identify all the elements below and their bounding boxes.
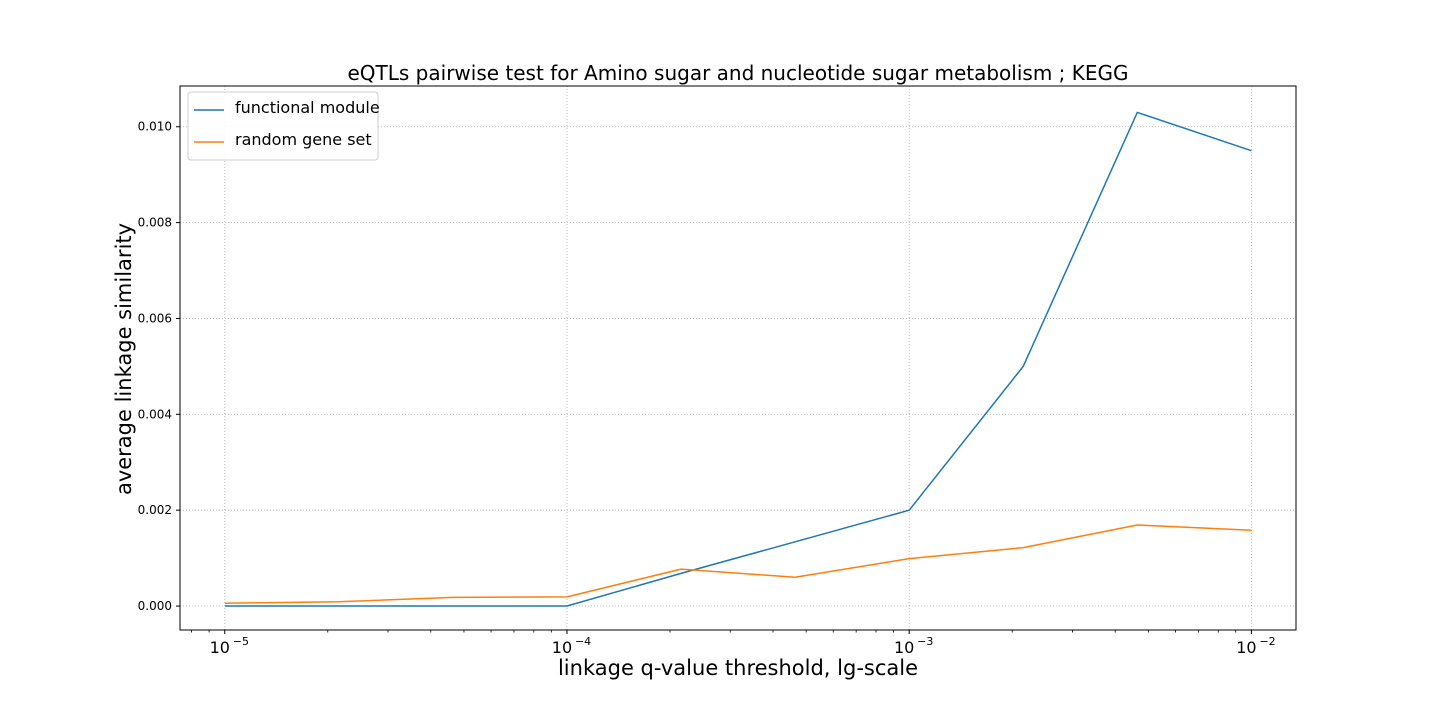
legend-label-2: random gene set <box>235 130 372 149</box>
chart-title: eQTLs pairwise test for Amino sugar and … <box>348 61 1129 85</box>
y-tick-label: 0.006 <box>138 311 172 325</box>
series-line-1 <box>224 111 1252 607</box>
legend-box <box>187 91 379 161</box>
legend: functional module random gene set <box>187 91 380 161</box>
x-axis-ticks: 10 −5 10 −4 10 −3 10 −2 <box>210 630 1276 657</box>
series-line-2 <box>224 524 1252 604</box>
legend-label-1: functional module <box>235 98 380 117</box>
x-tick-exponent: −5 <box>233 635 249 648</box>
y-tick-label: 0.002 <box>138 503 172 517</box>
x-tick-label: 10 <box>1236 638 1256 657</box>
x-tick-label: 10 <box>210 638 230 657</box>
x-axis-label: linkage q-value threshold, lg-scale <box>558 656 918 680</box>
y-axis-label: average linkage similarity <box>112 223 136 495</box>
x-tick-label: 10 <box>894 638 914 657</box>
y-tick-label: 0.008 <box>138 216 172 230</box>
y-axis-ticks: 0.000 0.002 0.004 0.006 0.008 0.010 <box>138 120 180 613</box>
x-tick-exponent: −2 <box>1259 635 1275 648</box>
series-layer <box>224 111 1252 607</box>
x-tick-exponent: −3 <box>917 635 933 648</box>
y-tick-label: 0.004 <box>138 407 172 421</box>
x-tick-label: 10 <box>552 638 572 657</box>
y-tick-label: 0.000 <box>138 599 172 613</box>
plot-frame <box>179 85 1297 631</box>
y-tick-label: 0.010 <box>138 120 172 134</box>
x-tick-exponent: −4 <box>575 635 591 648</box>
